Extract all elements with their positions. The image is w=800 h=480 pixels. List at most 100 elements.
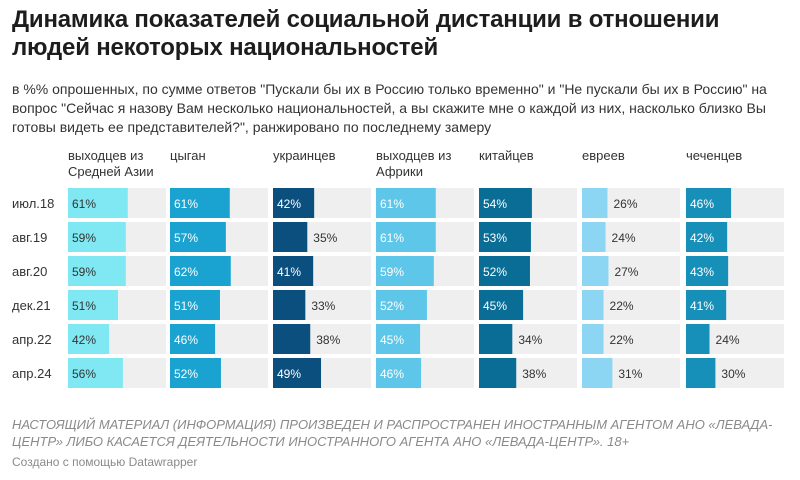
bar — [582, 222, 606, 252]
bar-value-label: 42% — [690, 231, 714, 245]
bar — [68, 290, 118, 320]
bar-value-label: 22% — [610, 333, 634, 347]
series-header: украинцев — [273, 148, 336, 163]
row-label: апр.22 — [12, 332, 52, 347]
bar-value-label: 41% — [277, 265, 301, 279]
bar — [479, 222, 531, 252]
bar — [273, 290, 306, 320]
bar-value-label: 42% — [72, 333, 96, 347]
bar-value-label: 41% — [690, 299, 714, 313]
bar-value-label: 33% — [311, 299, 335, 313]
bar — [170, 222, 226, 252]
bar-value-label: 53% — [483, 231, 507, 245]
bar-value-label: 30% — [721, 367, 745, 381]
bar-value-label: 46% — [690, 197, 714, 211]
row-label: июл.18 — [12, 196, 54, 211]
small-multiples-bar-chart: выходцев из Средней Азии цыган украинцев вых… — [12, 148, 784, 388]
bar — [273, 188, 315, 218]
bar-value-label: 45% — [483, 299, 507, 313]
bar — [170, 256, 231, 286]
series-header: китайцев — [479, 148, 534, 163]
bar-value-label: 52% — [483, 265, 507, 279]
series-header: цыган — [170, 148, 206, 163]
bar — [273, 358, 322, 388]
bar-value-label: 59% — [72, 231, 96, 245]
bar-value-label: 59% — [72, 265, 96, 279]
bar — [68, 358, 123, 388]
bar — [686, 324, 710, 354]
series-header: евреев — [582, 148, 625, 163]
bar-value-label: 22% — [610, 299, 634, 313]
chart-subtitle: в %% опрошенных, по сумме ответов "Пуска… — [12, 81, 767, 135]
bar — [273, 222, 308, 252]
bar — [582, 290, 604, 320]
bar-value-label: 31% — [618, 367, 642, 381]
bar — [376, 290, 427, 320]
bar — [479, 358, 517, 388]
bar — [376, 324, 421, 354]
row-label: авг.20 — [12, 264, 47, 279]
bar-value-label: 51% — [72, 299, 96, 313]
datawrapper-credit: Создано с помощью Datawrapper — [12, 455, 198, 469]
bar-value-label: 61% — [380, 197, 404, 211]
bar — [68, 256, 126, 286]
bar-value-label: 45% — [380, 333, 404, 347]
row-label: авг.19 — [12, 230, 47, 245]
bar-value-label: 38% — [316, 333, 340, 347]
bar-value-label: 59% — [380, 265, 404, 279]
bar-value-label: 43% — [690, 265, 714, 279]
bar-value-label: 24% — [716, 333, 740, 347]
series-header: чеченцев — [686, 148, 742, 163]
bar — [582, 256, 609, 286]
bar — [686, 256, 729, 286]
bar — [170, 188, 230, 218]
bar-value-label: 61% — [380, 231, 404, 245]
bar-value-label: 38% — [522, 367, 546, 381]
bar — [582, 358, 613, 388]
chart-title: Динамика показателей социальной дистанци… — [12, 6, 720, 61]
series-header: выходцев из Африки — [376, 148, 451, 179]
row-label: дек.21 — [12, 298, 51, 313]
bar-value-label: 46% — [174, 333, 198, 347]
bar-value-label: 46% — [380, 367, 404, 381]
bar-value-label: 27% — [614, 265, 638, 279]
bar-value-label: 34% — [518, 333, 542, 347]
bar-value-label: 42% — [277, 197, 301, 211]
bar-value-label: 62% — [174, 265, 198, 279]
bar-value-label: 56% — [72, 367, 96, 381]
bar-value-label: 61% — [174, 197, 198, 211]
bar-value-label: 52% — [380, 299, 404, 313]
bar — [170, 358, 221, 388]
row-label: апр.24 — [12, 366, 52, 381]
bar — [376, 188, 436, 218]
bar-value-label: 49% — [277, 367, 301, 381]
bar — [170, 324, 216, 354]
series-header: выходцев из Средней Азии — [68, 148, 154, 179]
bar-value-label: 52% — [174, 367, 198, 381]
bar — [479, 188, 532, 218]
bar — [582, 324, 604, 354]
bar — [273, 324, 311, 354]
bar — [582, 188, 608, 218]
bar — [376, 222, 436, 252]
bar — [479, 256, 530, 286]
bar — [686, 222, 728, 252]
bar-value-label: 54% — [483, 197, 507, 211]
bar — [376, 256, 434, 286]
bar-value-label: 61% — [72, 197, 96, 211]
bar-value-label: 35% — [313, 231, 337, 245]
bar — [479, 290, 524, 320]
bar — [170, 290, 220, 320]
bar-value-label: 26% — [613, 197, 637, 211]
bar — [376, 358, 422, 388]
bar — [686, 188, 732, 218]
bar — [686, 358, 716, 388]
bar — [68, 188, 128, 218]
bar — [68, 222, 126, 252]
foreign-agent-note: НАСТОЯЩИЙ МАТЕРИАЛ (ИНФОРМАЦИЯ) ПРОИЗВЕД… — [12, 417, 773, 449]
bar — [686, 290, 727, 320]
bar-value-label: 57% — [174, 231, 198, 245]
bar — [273, 256, 314, 286]
bar-value-label: 24% — [612, 231, 636, 245]
bar — [479, 324, 513, 354]
